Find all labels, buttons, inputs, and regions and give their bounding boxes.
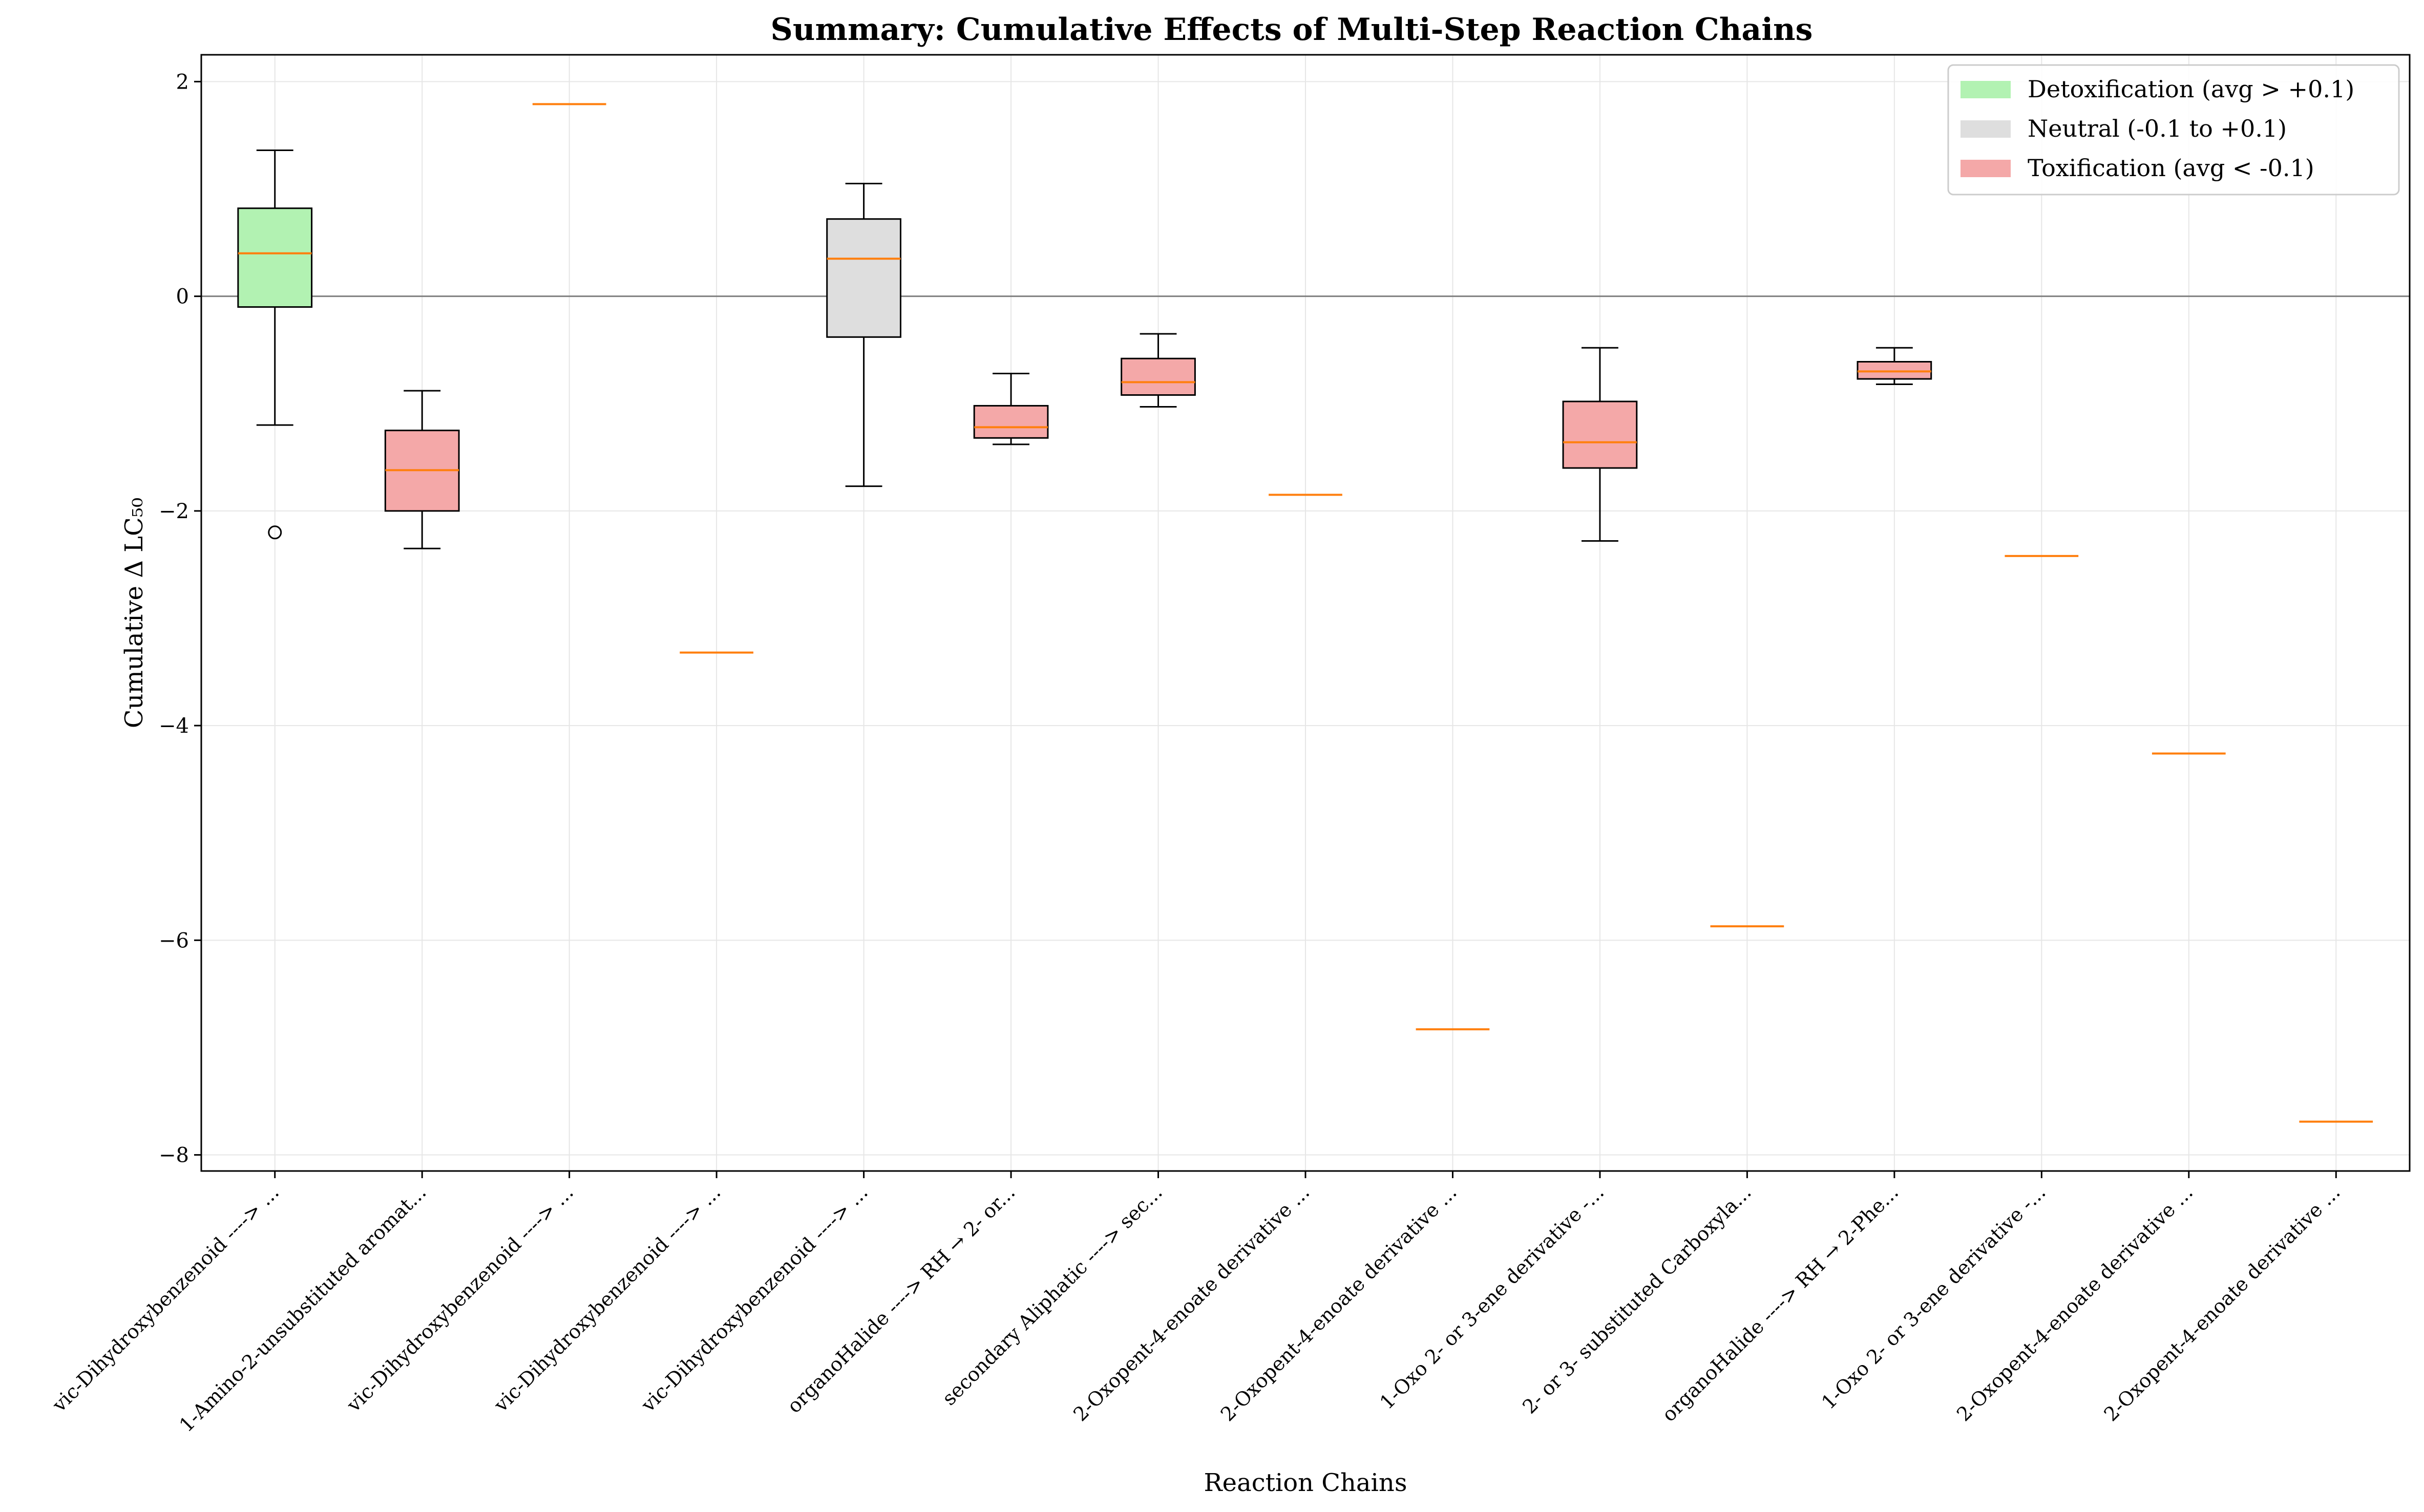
- boxes: [237, 103, 2373, 1123]
- box-5: [826, 183, 901, 487]
- legend-entry: Neutral (-0.1 to +0.1): [1961, 115, 2287, 142]
- box-7: [1121, 333, 1196, 408]
- legend-swatch: [1961, 120, 2011, 138]
- legend-frame: [1947, 64, 2400, 196]
- box-body: [826, 218, 901, 338]
- box-body: [1562, 400, 1638, 469]
- y-axis: 2 0 −2 −4 −6 −8: [159, 70, 201, 1167]
- box-12: [1857, 347, 1932, 386]
- box-6: [973, 373, 1049, 445]
- box-body: [1121, 357, 1196, 396]
- legend-label: Neutral (-0.1 to +0.1): [2028, 115, 2287, 142]
- chart-title: Summary: Cumulative Effects of Multi-Ste…: [771, 12, 1813, 48]
- legend: Detoxification (avg > +0.1) Neutral (-0.1…: [1947, 64, 2400, 196]
- y-tick-label: 0: [176, 285, 189, 309]
- outlier-point: [268, 525, 282, 540]
- legend-swatch: [1961, 81, 2011, 98]
- grid: [201, 55, 2410, 1171]
- y-axis-label: Cumulative Δ LC₅₀: [120, 498, 149, 728]
- legend-entry: Toxification (avg < -0.1): [1961, 154, 2314, 182]
- box-body: [973, 404, 1049, 439]
- y-tick-label: −2: [159, 500, 189, 523]
- y-tick-label: −4: [159, 714, 189, 738]
- box-1: [237, 150, 313, 540]
- y-tick-label: −6: [159, 929, 189, 952]
- legend-entry: Detoxification (avg > +0.1): [1961, 75, 2354, 103]
- legend-swatch: [1961, 160, 2011, 177]
- y-tick-label: 2: [176, 70, 189, 94]
- box-10: [1562, 347, 1638, 542]
- y-tick-label: −8: [159, 1144, 189, 1167]
- box-body: [237, 207, 313, 308]
- legend-label: Toxification (avg < -0.1): [2028, 154, 2314, 182]
- box-body: [1857, 361, 1932, 380]
- legend-label: Detoxification (avg > +0.1): [2028, 75, 2354, 103]
- box-2: [384, 390, 460, 549]
- x-axis-label: Reaction Chains: [1204, 1468, 1407, 1497]
